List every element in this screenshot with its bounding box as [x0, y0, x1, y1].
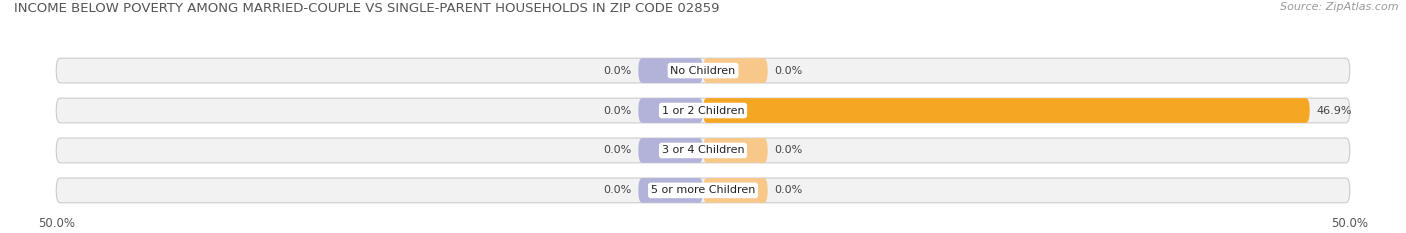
Text: 0.0%: 0.0% — [603, 65, 631, 75]
FancyBboxPatch shape — [638, 138, 703, 163]
FancyBboxPatch shape — [638, 58, 703, 83]
FancyBboxPatch shape — [703, 58, 768, 83]
Text: 0.0%: 0.0% — [603, 106, 631, 116]
FancyBboxPatch shape — [703, 138, 768, 163]
FancyBboxPatch shape — [56, 58, 1350, 83]
Text: 1 or 2 Children: 1 or 2 Children — [662, 106, 744, 116]
Text: INCOME BELOW POVERTY AMONG MARRIED-COUPLE VS SINGLE-PARENT HOUSEHOLDS IN ZIP COD: INCOME BELOW POVERTY AMONG MARRIED-COUPL… — [14, 2, 720, 15]
Text: 0.0%: 0.0% — [775, 65, 803, 75]
Text: 3 or 4 Children: 3 or 4 Children — [662, 145, 744, 155]
FancyBboxPatch shape — [638, 178, 703, 203]
FancyBboxPatch shape — [703, 98, 1309, 123]
Text: 5 or more Children: 5 or more Children — [651, 185, 755, 195]
Text: 46.9%: 46.9% — [1316, 106, 1351, 116]
Text: 0.0%: 0.0% — [603, 185, 631, 195]
FancyBboxPatch shape — [56, 178, 1350, 203]
FancyBboxPatch shape — [56, 98, 1350, 123]
FancyBboxPatch shape — [703, 178, 768, 203]
Text: 0.0%: 0.0% — [603, 145, 631, 155]
FancyBboxPatch shape — [638, 98, 703, 123]
Text: Source: ZipAtlas.com: Source: ZipAtlas.com — [1281, 2, 1399, 12]
Text: 0.0%: 0.0% — [775, 145, 803, 155]
FancyBboxPatch shape — [56, 138, 1350, 163]
Text: 0.0%: 0.0% — [775, 185, 803, 195]
Text: No Children: No Children — [671, 65, 735, 75]
